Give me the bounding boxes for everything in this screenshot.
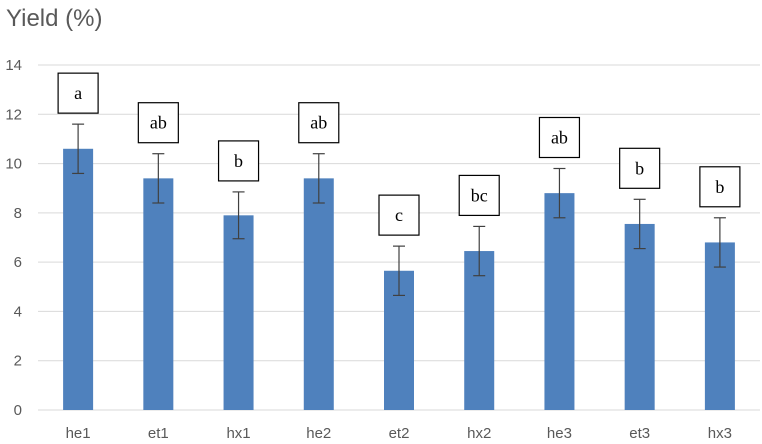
significance-letter: b bbox=[635, 158, 644, 178]
bar bbox=[303, 178, 334, 410]
significance-letter: b bbox=[234, 151, 243, 171]
significance-letters: a ab b ab c bc ab b b bbox=[57, 72, 741, 236]
y-tick-label: 6 bbox=[14, 254, 22, 271]
x-tick-label: et1 bbox=[148, 425, 169, 442]
y-tick-label: 10 bbox=[5, 156, 22, 173]
y-tick-label: 12 bbox=[5, 106, 22, 123]
significance-letter: bc bbox=[471, 185, 488, 205]
significance-box bbox=[298, 102, 340, 144]
significance-box bbox=[458, 174, 500, 217]
bars bbox=[63, 148, 735, 411]
error-bars bbox=[72, 123, 726, 297]
significance-letter: a bbox=[74, 83, 82, 103]
bar bbox=[143, 178, 174, 410]
bar bbox=[63, 148, 94, 411]
x-tick-label: et3 bbox=[629, 425, 650, 442]
significance-letter: ab bbox=[310, 113, 327, 133]
x-tick-label: he2 bbox=[306, 425, 331, 442]
significance-box bbox=[538, 116, 581, 159]
significance-letter: ab bbox=[150, 113, 167, 133]
x-tick-label: hx2 bbox=[467, 425, 491, 442]
x-tick-labels: he1 et1 hx1 he2 et2 hx2 he3 et3 hx3 bbox=[66, 425, 732, 442]
significance-box bbox=[217, 140, 260, 182]
y-tick-label: 14 bbox=[5, 57, 22, 74]
significance-box bbox=[137, 102, 179, 144]
bar bbox=[223, 215, 254, 410]
y-tick-label: 4 bbox=[14, 303, 22, 320]
y-tick-label: 0 bbox=[14, 402, 22, 419]
significance-letter: c bbox=[395, 205, 403, 225]
significance-box bbox=[57, 72, 99, 114]
y-tick-label: 2 bbox=[14, 353, 22, 370]
bar bbox=[464, 251, 495, 410]
significance-box bbox=[378, 194, 420, 236]
bar bbox=[624, 223, 655, 410]
y-tick-labels: 0 2 4 6 8 10 12 14 bbox=[5, 57, 22, 419]
y-axis-label: Yield (%) bbox=[6, 5, 102, 32]
bar bbox=[544, 193, 575, 410]
y-tick-label: 8 bbox=[14, 205, 22, 222]
x-tick-label: hx1 bbox=[226, 425, 250, 442]
significance-letter: b bbox=[715, 177, 724, 197]
significance-letter: ab bbox=[551, 128, 568, 148]
x-tick-label: he3 bbox=[547, 425, 572, 442]
significance-box bbox=[699, 166, 741, 208]
x-tick-label: hx3 bbox=[708, 425, 732, 442]
x-tick-label: et2 bbox=[389, 425, 410, 442]
bar bbox=[704, 242, 735, 410]
x-tick-label: he1 bbox=[66, 425, 91, 442]
significance-box bbox=[619, 147, 661, 189]
